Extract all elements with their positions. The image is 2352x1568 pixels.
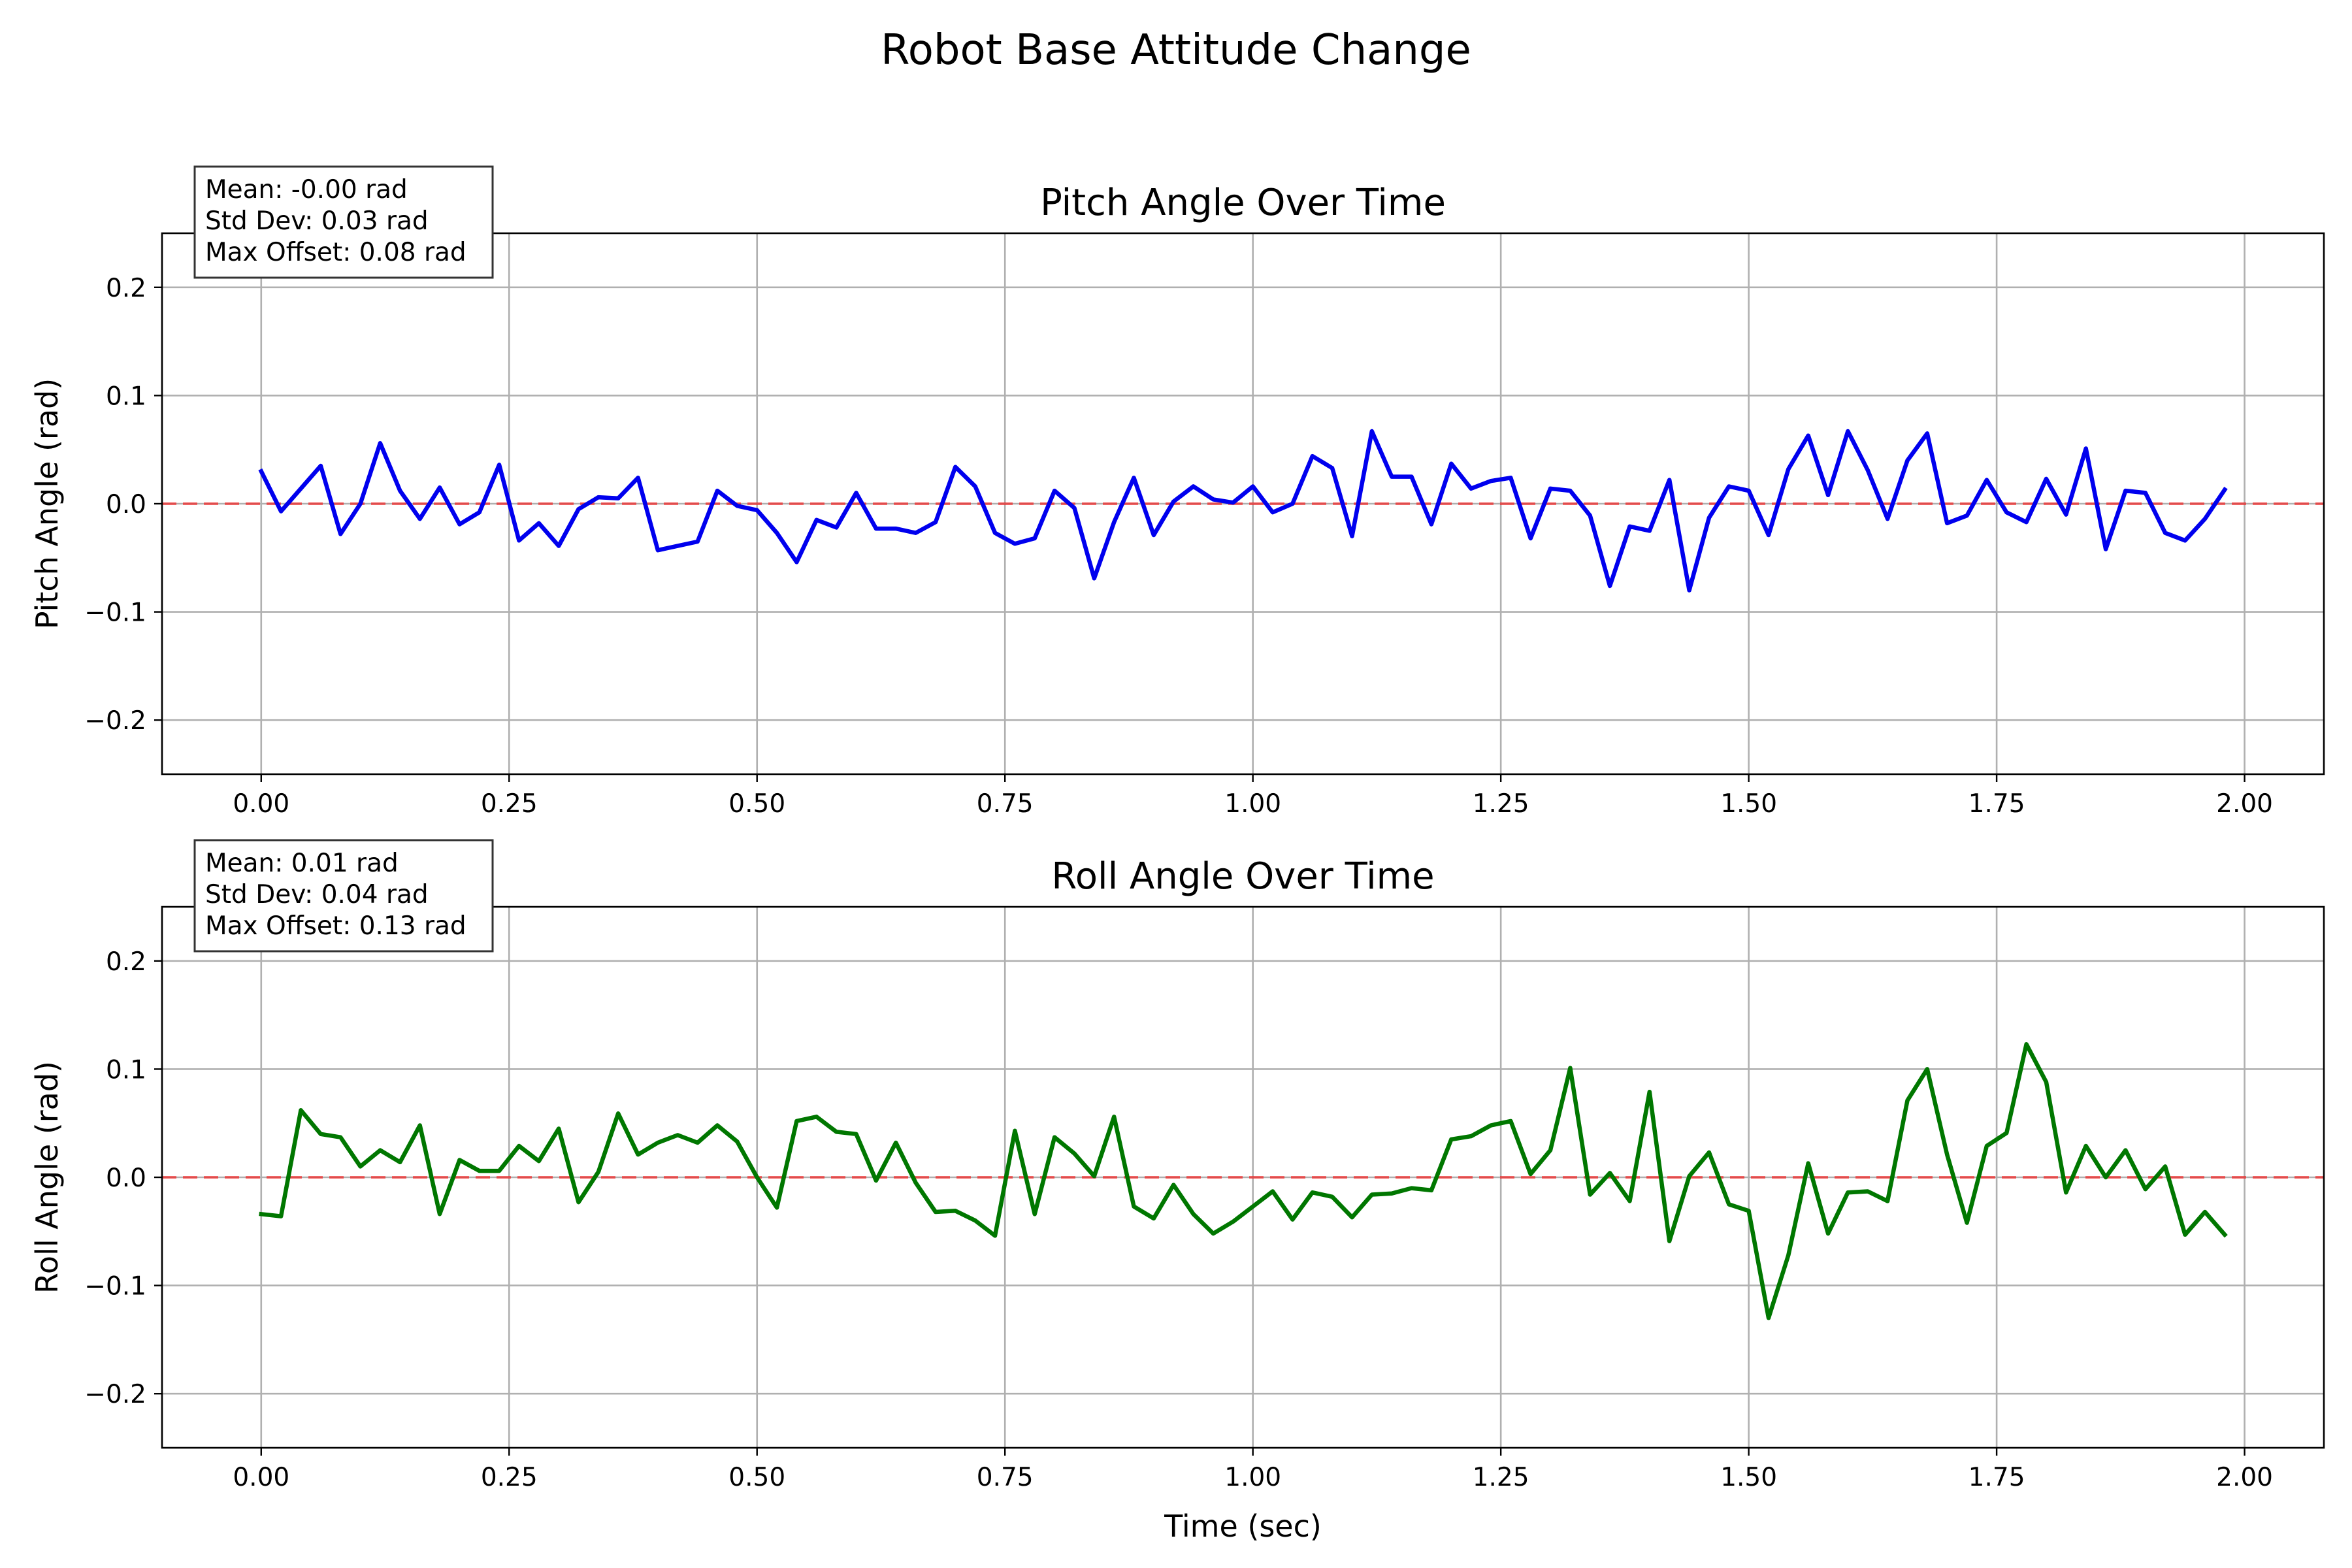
pitch-y-tick-label: −0.2 [84,706,146,736]
pitch-x-tick-label: 1.25 [1473,789,1529,819]
pitch-y-tick-label: 0.2 [106,274,146,303]
pitch-x-tick-label: 0.00 [233,789,289,819]
roll-x-tick-label: 0.75 [977,1463,1034,1492]
pitch-y-tick-label: −0.1 [84,598,146,628]
roll-series-line [259,1042,2228,1320]
roll-y-tick-label: −0.1 [84,1272,146,1301]
pitch-x-tick-label: 0.25 [481,789,538,819]
roll-stats-line: Mean: 0.01 rad [205,849,399,878]
pitch-x-tick-label: 1.00 [1224,789,1281,819]
roll-x-tick-label: 0.25 [481,1463,538,1492]
panels: 0.00 0.25 0.50 0.75 1.00 1.25 1.50 1.75 2.00 −0.2… [29,165,2325,1544]
pitch-y-tick-label: 0.0 [106,490,146,519]
pitch-x-tick-label: 0.50 [728,789,785,819]
roll-x-tick-label: 1.50 [1720,1463,1777,1492]
roll-y-tick-label: 0.0 [106,1164,146,1193]
roll-stats-box-frame [193,839,494,953]
roll-x-tick-label: 1.25 [1473,1463,1529,1492]
roll-y-tick-label: −0.2 [84,1380,146,1409]
roll-panel: 0.00 0.25 0.50 0.75 1.00 1.25 1.50 1.75 2.00 −0.2… [29,839,2325,1544]
pitch-x-tick-label: 1.75 [1968,789,2025,819]
roll-x-axis-label: Time (sec) [1164,1509,1322,1544]
roll-chart-title: Roll Angle Over Time [1051,855,1434,898]
figure-title: Robot Base Attitude Change [881,26,1471,74]
pitch-stats-line: Max Offset: 0.08 rad [205,238,466,267]
roll-y-axis-label: Roll Angle (rad) [29,1061,65,1294]
roll-x-tick-label: 1.00 [1224,1463,1281,1492]
roll-x-tick-label: 0.00 [233,1463,289,1492]
pitch-y-axis-label: Pitch Angle (rad) [29,378,65,629]
pitch-panel: 0.00 0.25 0.50 0.75 1.00 1.25 1.50 1.75 2.00 −0.2… [29,165,2325,819]
pitch-stats-box-frame [193,165,494,279]
pitch-x-tick-label: 2.00 [2216,789,2273,819]
pitch-series-line [258,429,2228,593]
roll-x-tick-label: 0.50 [728,1463,785,1492]
pitch-x-tick-label: 1.50 [1720,789,1777,819]
pitch-stats-line: Mean: -0.00 rad [205,175,408,204]
roll-y-tick-label: 0.2 [106,947,146,977]
roll-y-tick-label: 0.1 [106,1055,146,1085]
roll-stats-line: Max Offset: 0.13 rad [205,911,466,941]
pitch-stats-line: Std Dev: 0.03 rad [205,206,429,236]
pitch-y-tick-label: 0.1 [106,382,146,411]
roll-x-tick-label: 1.75 [1968,1463,2025,1492]
pitch-chart-title: Pitch Angle Over Time [1040,182,1446,224]
pitch-x-tick-label: 0.75 [977,789,1034,819]
roll-x-tick-label: 2.00 [2216,1463,2273,1492]
roll-stats-line: Std Dev: 0.04 rad [205,880,429,909]
